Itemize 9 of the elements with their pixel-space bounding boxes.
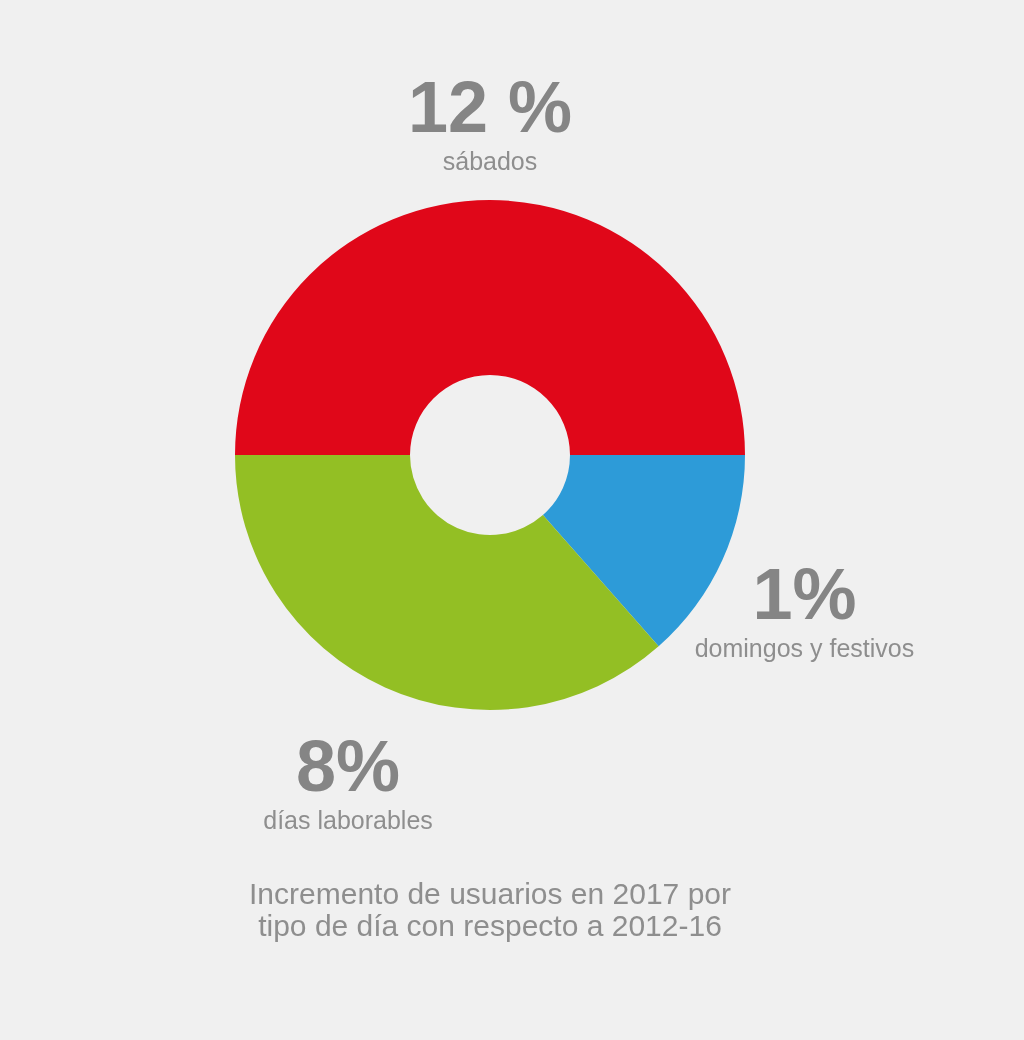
slice-label: días laborables	[263, 806, 433, 835]
text: 12 %	[407, 67, 573, 147]
slice-label: sábados	[442, 147, 538, 175]
donut-slice	[235, 455, 659, 710]
text: Incremento de usuarios en 2017 por tipo de día con respecto a 2012-16	[249, 877, 731, 942]
text: 8%	[296, 726, 401, 807]
donut-slice	[235, 200, 745, 455]
slice-label: domingos y festivos	[694, 633, 915, 662]
text: 1%	[752, 553, 857, 634]
